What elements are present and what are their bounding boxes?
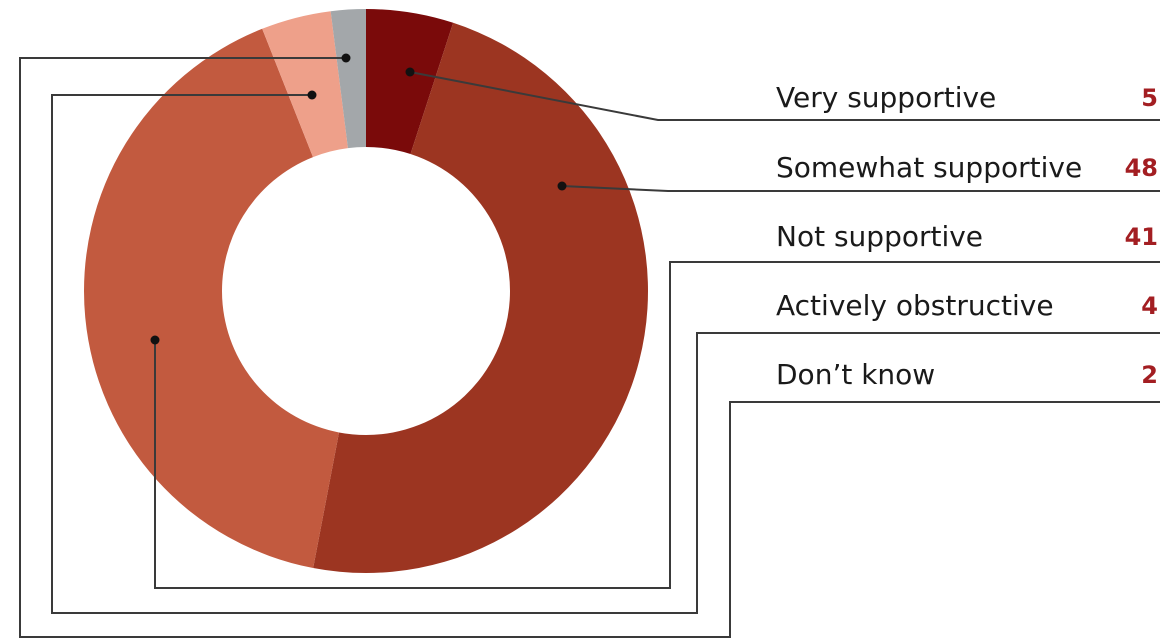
slices-group [84,9,649,573]
legend-label-not-supportive: Not supportive [776,220,983,253]
slice-actively-obstructive [262,11,348,158]
slice-dont-know [330,9,366,149]
slice-somewhat-supportive [313,22,649,573]
leader-dot-dont-know [341,53,351,63]
leader-dot-not-supportive [150,335,160,345]
legend-label-actively-obstructive: Actively obstructive [776,289,1054,322]
leader-lines-group [19,53,1160,638]
leader-line-actively-obstructive [51,94,1160,614]
leader-dot-somewhat-supportive [557,181,567,191]
leader-line-dont-know [19,57,1160,638]
legend-label-dont-know: Don’t know [776,358,935,391]
legend: Very supportive 5 Somewhat supportive 48… [776,81,1158,391]
slice-very-supportive [366,9,454,155]
slice-not-supportive [84,28,340,569]
leader-dot-actively-obstructive [307,90,317,100]
value-label-not-supportive: 41 [1125,223,1158,251]
value-label-actively-obstructive: 4 [1141,292,1158,320]
value-label-very-supportive: 5 [1141,84,1158,112]
leader-line-not-supportive [154,261,1160,589]
legend-label-somewhat-supportive: Somewhat supportive [776,151,1082,184]
value-label-dont-know: 2 [1141,361,1158,389]
value-label-somewhat-supportive: 48 [1125,154,1158,182]
leader-line-somewhat-supportive [561,185,1160,192]
leader-line-very-supportive [409,71,1160,121]
legend-label-very-supportive: Very supportive [776,81,996,114]
leader-dot-very-supportive [405,67,415,77]
